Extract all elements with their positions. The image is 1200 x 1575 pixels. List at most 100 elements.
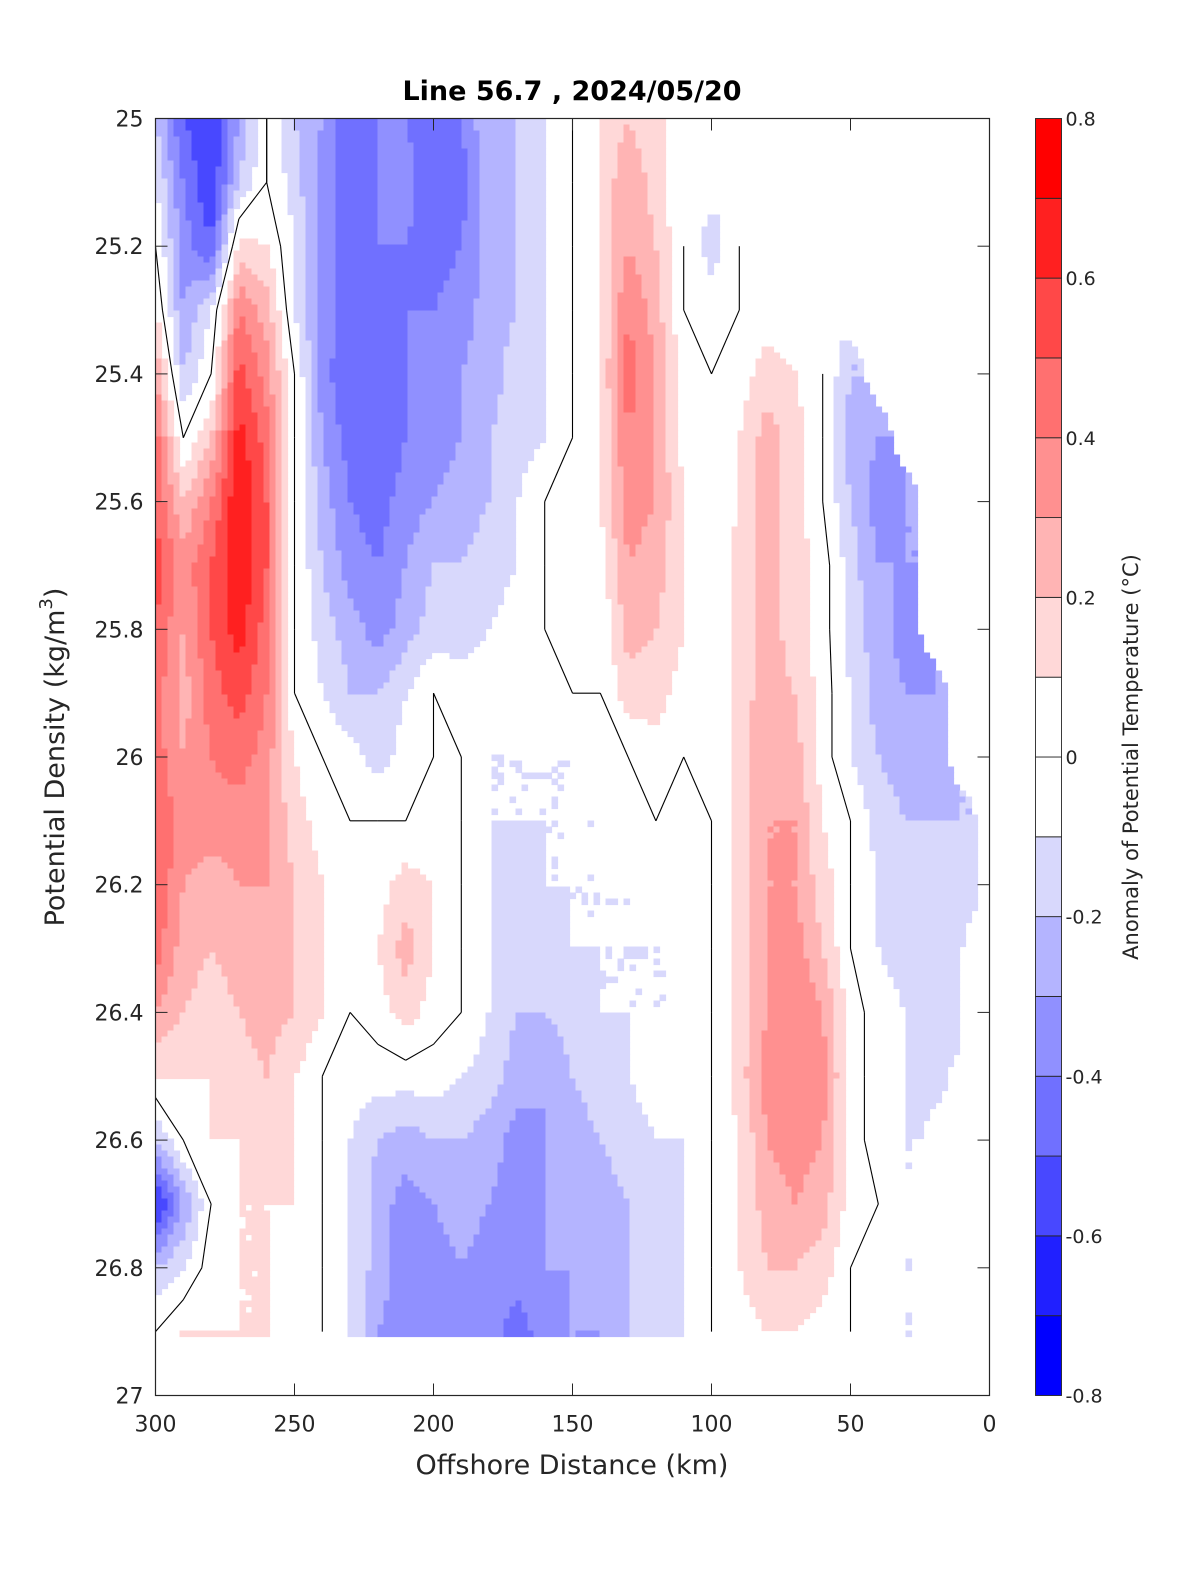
contour-cell bbox=[671, 472, 685, 480]
contour-cell bbox=[227, 118, 241, 126]
contour-cell bbox=[263, 382, 271, 390]
contour-cell bbox=[155, 1210, 163, 1218]
contour-cell bbox=[269, 550, 277, 558]
contour-cell bbox=[479, 148, 517, 156]
contour-cell bbox=[959, 802, 973, 810]
contour-cell bbox=[371, 1240, 391, 1248]
contour-cell bbox=[227, 358, 235, 366]
contour-cell bbox=[209, 1084, 295, 1092]
contour-cell bbox=[731, 562, 757, 570]
contour-cell bbox=[623, 526, 643, 534]
contour-cell bbox=[467, 346, 505, 354]
contour-cell bbox=[173, 118, 187, 126]
contour-cell bbox=[251, 664, 271, 672]
contour-cell bbox=[749, 1090, 763, 1098]
contour-cell bbox=[605, 556, 619, 564]
contour-cell bbox=[707, 256, 721, 264]
contour-cell bbox=[755, 610, 781, 618]
contour-cell bbox=[833, 1114, 847, 1122]
contour-cell bbox=[887, 970, 961, 978]
contour-cell bbox=[227, 520, 253, 528]
contour-cell bbox=[227, 502, 253, 510]
contour-cell bbox=[461, 382, 505, 390]
contour-cell bbox=[269, 814, 289, 822]
contour-cell bbox=[269, 502, 277, 510]
contour-cell bbox=[479, 286, 517, 294]
contour-cell bbox=[239, 1270, 253, 1278]
contour-cell bbox=[275, 418, 283, 426]
contour-cell bbox=[389, 628, 421, 636]
contour-cell bbox=[509, 1120, 547, 1128]
contour-cell bbox=[311, 592, 331, 600]
contour-cell bbox=[425, 610, 499, 618]
contour-cell bbox=[407, 322, 475, 330]
contour-cell bbox=[341, 652, 403, 660]
contour-cell bbox=[407, 328, 475, 336]
contour-cell bbox=[167, 256, 175, 264]
contour-cell bbox=[173, 340, 181, 348]
contour-cell bbox=[869, 832, 979, 840]
contour-cell bbox=[317, 166, 337, 174]
contour-cell bbox=[179, 280, 193, 288]
contour-cell bbox=[413, 934, 433, 942]
contour-cell bbox=[731, 844, 751, 852]
contour-cell bbox=[395, 484, 439, 492]
contour-cell bbox=[227, 562, 253, 570]
contour-cell bbox=[353, 502, 391, 510]
zero-contour-segment bbox=[433, 1012, 462, 1045]
contour-cell bbox=[287, 208, 307, 216]
contour-cell bbox=[593, 1120, 649, 1128]
contour-cell bbox=[785, 658, 811, 666]
contour-cell bbox=[371, 1252, 391, 1260]
contour-cell bbox=[359, 610, 397, 618]
contour-cell bbox=[353, 508, 391, 516]
contour-cell bbox=[503, 346, 547, 354]
contour-cell bbox=[155, 958, 163, 966]
contour-cell bbox=[233, 412, 259, 420]
contour-cell bbox=[449, 274, 481, 282]
contour-cell bbox=[233, 382, 247, 390]
contour-cell bbox=[845, 592, 865, 600]
contour-cell bbox=[617, 304, 649, 312]
contour-cell bbox=[275, 400, 283, 408]
contour-cell bbox=[617, 298, 649, 306]
contour-cell bbox=[383, 928, 403, 936]
contour-cell bbox=[197, 160, 223, 168]
contour-cell bbox=[155, 1168, 169, 1176]
contour-cell bbox=[635, 142, 667, 150]
contour-cell bbox=[377, 130, 409, 138]
contour-cell bbox=[845, 574, 859, 582]
contour-cell bbox=[611, 352, 619, 360]
contour-cell bbox=[761, 1102, 829, 1110]
contour-cell bbox=[161, 934, 181, 942]
contour-cell bbox=[497, 418, 547, 426]
contour-cell bbox=[611, 244, 655, 252]
contour-cell bbox=[179, 892, 295, 900]
zero-contour-segment bbox=[171, 373, 184, 438]
contour-cell bbox=[845, 652, 871, 660]
contour-cell bbox=[827, 964, 841, 972]
contour-cell bbox=[839, 364, 853, 372]
contour-cell bbox=[191, 676, 205, 684]
contour-cell bbox=[155, 400, 163, 408]
contour-cell bbox=[317, 664, 349, 672]
contour-cell bbox=[395, 946, 415, 954]
contour-cell bbox=[293, 940, 325, 948]
contour-cell bbox=[821, 1030, 835, 1038]
contour-cell bbox=[167, 982, 199, 990]
contour-cell bbox=[473, 1054, 511, 1062]
contour-cell bbox=[185, 286, 217, 294]
contour-cell bbox=[671, 496, 685, 504]
contour-cell bbox=[233, 346, 253, 354]
contour-cell bbox=[905, 1024, 961, 1032]
contour-cell bbox=[515, 214, 547, 222]
contour-cell bbox=[455, 262, 481, 270]
contour-cell bbox=[383, 988, 427, 996]
contour-cell bbox=[155, 382, 163, 390]
contour-cell bbox=[257, 304, 271, 312]
contour-cell bbox=[809, 868, 835, 876]
contour-cell bbox=[731, 976, 751, 984]
contour-cell bbox=[761, 1234, 823, 1242]
contour-cell bbox=[215, 268, 223, 276]
contour-cell bbox=[161, 1156, 175, 1164]
